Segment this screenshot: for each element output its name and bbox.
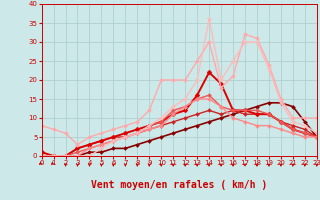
X-axis label: Vent moyen/en rafales ( km/h ): Vent moyen/en rafales ( km/h ) [91, 180, 267, 190]
